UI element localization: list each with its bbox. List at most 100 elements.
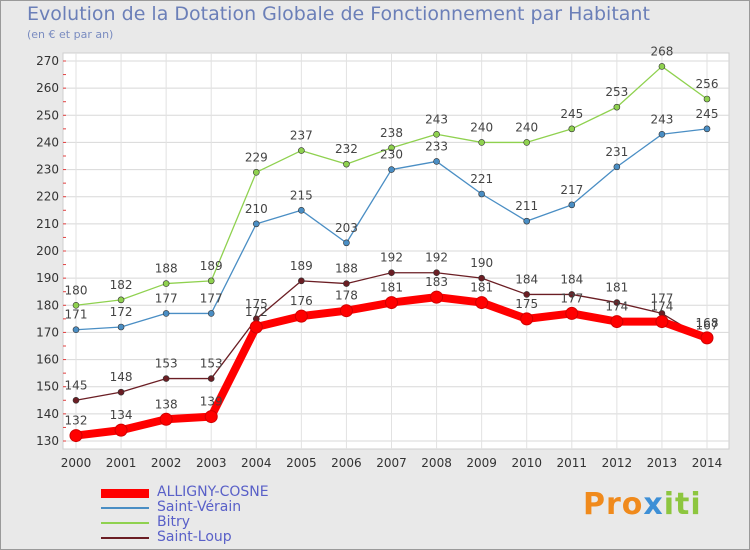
data-point bbox=[69, 429, 83, 443]
data-label: 177 bbox=[560, 291, 583, 305]
line-chart: 130 140 150 160 170 180 190 200 210 220 230 240 250 2… bbox=[36, 44, 730, 470]
legend-label: Bitry bbox=[157, 514, 191, 530]
data-point bbox=[703, 125, 711, 133]
data-label: 174 bbox=[605, 300, 628, 314]
x-tick-label: 2010 bbox=[511, 456, 542, 470]
data-point bbox=[568, 291, 576, 298]
data-label: 132 bbox=[65, 414, 88, 428]
data-label: 177 bbox=[155, 291, 178, 305]
y-tick-label: 180 bbox=[36, 298, 59, 312]
data-point bbox=[388, 166, 395, 173]
data-point bbox=[117, 388, 125, 396]
data-point bbox=[298, 277, 305, 285]
data-label: 181 bbox=[605, 281, 628, 295]
data-label: 182 bbox=[110, 278, 133, 292]
x-tick-label: 2011 bbox=[557, 456, 588, 470]
data-point bbox=[249, 320, 263, 334]
data-point bbox=[523, 139, 531, 146]
data-label: 203 bbox=[335, 221, 358, 235]
data-point bbox=[523, 291, 531, 298]
data-label: 174 bbox=[650, 300, 673, 314]
y-tick-label: 200 bbox=[36, 244, 59, 258]
x-tick-label: 2014 bbox=[692, 456, 723, 470]
data-point bbox=[568, 125, 576, 133]
data-point bbox=[298, 147, 305, 154]
data-point bbox=[162, 280, 170, 287]
data-label: 183 bbox=[425, 275, 448, 289]
data-label: 176 bbox=[290, 294, 313, 308]
data-point bbox=[252, 220, 260, 228]
data-point bbox=[207, 277, 215, 285]
legend-swatch bbox=[101, 489, 149, 498]
data-point bbox=[610, 315, 624, 329]
data-point bbox=[117, 323, 125, 331]
data-label: 189 bbox=[290, 259, 313, 273]
x-tick-label: 2012 bbox=[602, 456, 633, 470]
y-tick-label: 170 bbox=[36, 325, 59, 339]
data-point bbox=[298, 206, 305, 214]
data-label: 177 bbox=[200, 291, 223, 305]
data-label: 172 bbox=[245, 305, 268, 319]
data-label: 230 bbox=[380, 148, 403, 162]
data-point bbox=[700, 331, 714, 345]
data-label: 178 bbox=[335, 289, 358, 303]
data-label: 238 bbox=[380, 126, 403, 140]
legend-swatch bbox=[101, 537, 149, 539]
data-label: 172 bbox=[110, 305, 133, 319]
x-tick-label: 2001 bbox=[106, 456, 137, 470]
data-point bbox=[568, 201, 576, 209]
data-point bbox=[339, 304, 353, 318]
data-label: 192 bbox=[380, 251, 403, 265]
data-point bbox=[294, 309, 308, 323]
data-label: 138 bbox=[155, 397, 178, 411]
data-point bbox=[117, 296, 125, 304]
data-label: 240 bbox=[515, 120, 538, 134]
chart-title: Evolution de la Dotation Globale de Fonc… bbox=[27, 3, 650, 25]
data-point bbox=[613, 163, 621, 171]
legend-label: Saint-Vérain bbox=[157, 499, 242, 515]
data-label: 233 bbox=[425, 139, 448, 153]
data-point bbox=[159, 412, 173, 426]
x-tick-label: 2008 bbox=[421, 456, 452, 470]
y-tick-label: 210 bbox=[36, 217, 59, 231]
data-point bbox=[478, 190, 485, 198]
legend-swatch bbox=[101, 507, 149, 509]
data-point bbox=[343, 239, 350, 247]
x-tick-label: 2002 bbox=[151, 456, 182, 470]
y-tick-label: 150 bbox=[36, 380, 59, 394]
data-label: 245 bbox=[560, 107, 583, 121]
data-label: 211 bbox=[515, 199, 538, 213]
y-tick-label: 270 bbox=[36, 54, 59, 68]
data-label: 145 bbox=[65, 378, 88, 392]
data-label: 188 bbox=[335, 262, 358, 276]
data-label: 243 bbox=[425, 112, 448, 126]
data-label: 134 bbox=[110, 408, 133, 422]
legend-label: ALLIGNY-COSNE bbox=[157, 484, 269, 500]
x-tick-label: 2007 bbox=[376, 456, 407, 470]
y-tick-label: 260 bbox=[36, 81, 59, 95]
data-label: 181 bbox=[470, 281, 493, 295]
data-point bbox=[658, 130, 666, 138]
logo-part-1: Pro bbox=[583, 487, 644, 522]
y-tick-label: 240 bbox=[36, 135, 59, 149]
x-tick-label: 2003 bbox=[196, 456, 227, 470]
y-tick-label: 230 bbox=[36, 163, 59, 177]
data-label: 221 bbox=[470, 172, 493, 186]
data-point bbox=[204, 410, 218, 424]
data-point bbox=[162, 310, 170, 317]
data-label: 231 bbox=[605, 145, 628, 159]
data-point bbox=[343, 160, 350, 168]
data-label: 167 bbox=[696, 319, 719, 333]
data-point bbox=[565, 306, 579, 320]
data-label: 229 bbox=[245, 150, 268, 164]
data-label: 237 bbox=[290, 129, 313, 143]
data-point bbox=[72, 326, 80, 334]
data-point bbox=[433, 130, 440, 138]
data-point bbox=[523, 217, 531, 225]
y-tick-label: 130 bbox=[36, 434, 59, 448]
data-point bbox=[478, 274, 485, 282]
data-label: 153 bbox=[155, 357, 178, 371]
data-point bbox=[343, 280, 350, 287]
data-point bbox=[252, 168, 260, 176]
y-tick-label: 160 bbox=[36, 353, 59, 367]
